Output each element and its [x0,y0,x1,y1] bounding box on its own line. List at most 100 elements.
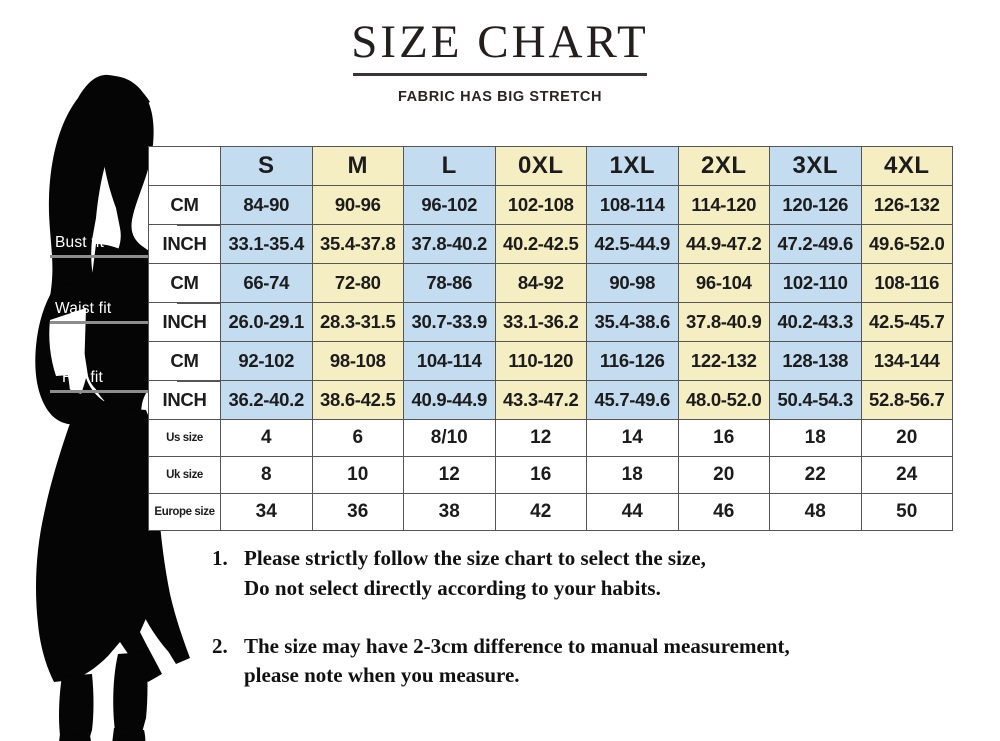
cell: 108-116 [860,263,953,303]
note-line: The size may have 2-3cm difference to ma… [244,633,790,658]
notes-list: 1. Please strictly follow the size chart … [212,544,972,719]
cell: 24 [860,456,953,494]
title-block: SIZE CHART FABRIC HAS BIG STRETCH [345,17,655,106]
cell: 50.4-54.3 [769,380,862,420]
cell: 38 [403,493,496,531]
note-number: 2. [212,633,228,658]
cell: 102-108 [494,185,587,225]
cell: 108-114 [586,185,679,225]
cell: 35.4-38.6 [586,302,679,342]
cell: 98-108 [311,341,404,381]
note-text: Please strictly follow the size chart to… [244,544,706,604]
waist-fit-label: Waist fit [55,300,112,317]
row-size-system-label: Us size [148,419,221,457]
cell: 48 [769,493,862,531]
table-row-waist-cm: CM 66-74 72-80 78-86 84-92 90-98 96-104 102-110… [148,263,953,303]
cell: 104-114 [403,341,496,381]
cell: 16 [677,419,770,457]
row-unit-label: INCH [148,302,221,342]
cell: 92-102 [220,341,313,381]
cell: 45.7-49.6 [586,380,679,420]
cell: 22 [769,456,862,494]
cell: 36 [311,493,404,531]
note-text: The size may have 2-3cm difference to ma… [244,632,790,692]
cell: 35.4-37.8 [311,224,404,264]
cell: 6 [311,419,404,457]
cell: 16 [494,456,587,494]
cell: 49.6-52.0 [860,224,953,264]
cell: 40.2-43.3 [769,302,862,342]
note-item: 2. The size may have 2-3cm difference to … [212,632,972,692]
cell: 44.9-47.2 [677,224,770,264]
cell: 28.3-31.5 [311,302,404,342]
cell: 20 [860,419,953,457]
cell: 36.2-40.2 [220,380,313,420]
waist-fit-rule [50,321,202,324]
row-size-system-label: Uk size [148,456,221,494]
cell: 44 [586,493,679,531]
cell: 120-126 [769,185,862,225]
cell: 84-90 [220,185,313,225]
table-row-hip-inch: INCH 36.2-40.2 38.6-42.5 40.9-44.9 43.3-47.2… [148,380,953,420]
bust-fit-rule [50,255,202,258]
note-line: Do not select directly according to your… [244,575,661,600]
column-header-0xl: 0XL [494,146,587,186]
cell: 10 [311,456,404,494]
cell: 18 [586,456,679,494]
cell: 8/10 [403,419,496,457]
cell: 37.8-40.2 [403,224,496,264]
table-row-waist-inch: INCH 26.0-29.1 28.3-31.5 30.7-33.9 33.1-36.2… [148,302,953,342]
cell: 30.7-33.9 [403,302,496,342]
cell: 34 [220,493,313,531]
cell: 42.5-45.7 [860,302,953,342]
row-unit-label: CM [148,185,221,225]
column-header-3xl: 3XL [769,146,862,186]
table-row-bust-cm: CM 84-90 90-96 96-102 102-108 108-114 114-120 1… [148,185,953,225]
note-item: 1. Please strictly follow the size chart … [212,544,972,604]
cell: 43.3-47.2 [494,380,587,420]
title-divider [353,73,647,77]
column-header-s: S [220,146,313,186]
cell: 48.0-52.0 [677,380,770,420]
table-row-hip-cm: CM 92-102 98-108 104-114 110-120 116-126 122-1… [148,341,953,381]
cell: 84-92 [494,263,587,303]
cell: 42 [494,493,587,531]
row-unit-label: CM [148,341,221,381]
column-header-2xl: 2XL [677,146,770,186]
table-row-bust-inch: INCH 33.1-35.4 35.4-37.8 37.8-40.2 40.2-42.5… [148,224,953,264]
cell: 14 [586,419,679,457]
row-unit-label: INCH [148,224,221,264]
table-row-europe-size: Europe size 34 36 38 42 44 46 48 50 [148,493,953,531]
cell: 20 [677,456,770,494]
cell: 12 [494,419,587,457]
cell: 18 [769,419,862,457]
cell: 78-86 [403,263,496,303]
cell: 128-138 [769,341,862,381]
cell: 90-98 [586,263,679,303]
cell: 116-126 [586,341,679,381]
cell: 52.8-56.7 [860,380,953,420]
cell: 96-104 [677,263,770,303]
page-subtitle: FABRIC HAS BIG STRETCH [397,89,603,106]
row-size-system-label: Europe size [148,493,221,531]
cell: 37.8-40.9 [677,302,770,342]
note-number: 1. [212,546,228,570]
cell: 33.1-36.2 [494,302,587,342]
cell: 96-102 [403,185,496,225]
column-header-1xl: 1XL [586,146,679,186]
cell: 72-80 [311,263,404,303]
row-unit-label: CM [148,263,221,303]
cell: 40.2-42.5 [494,224,587,264]
table-header-row: S M L 0XL 1XL 2XL 3XL 4XL [148,146,953,186]
column-header-m: M [311,146,404,186]
cell: 122-132 [677,341,770,381]
table-row-us-size: Us size 4 6 8/10 12 14 16 18 20 [148,419,953,457]
table-row-uk-size: Uk size 8 10 12 16 18 20 22 24 [148,456,953,494]
cell: 26.0-29.1 [220,302,313,342]
cell: 4 [220,419,313,457]
cell: 90-96 [311,185,404,225]
cell: 102-110 [769,263,862,303]
cell: 46 [677,493,770,531]
cell: 33.1-35.4 [220,224,313,264]
cell: 12 [403,456,496,494]
